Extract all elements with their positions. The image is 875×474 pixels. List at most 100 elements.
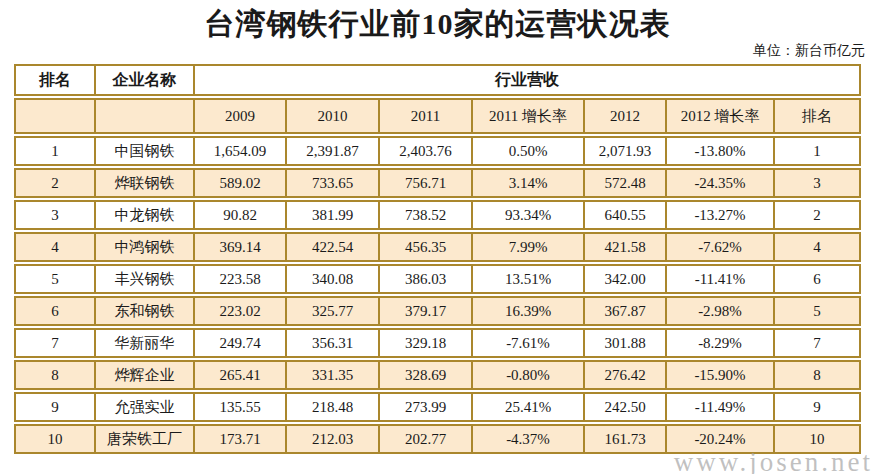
table-header-row-top: 排名 企业名称 行业营收 bbox=[14, 64, 861, 96]
cell-2012-growth: -13.27% bbox=[667, 200, 775, 230]
unit-label: 单位：新台币亿元 bbox=[0, 42, 875, 60]
cell-2012: 640.55 bbox=[585, 200, 667, 230]
cell-2011-growth: 0.50% bbox=[473, 136, 585, 166]
header-2011: 2011 bbox=[380, 98, 473, 134]
cell-2012-growth: -13.80% bbox=[667, 136, 775, 166]
cell-2011-growth: 3.14% bbox=[473, 168, 585, 198]
cell-2012: 421.58 bbox=[585, 232, 667, 262]
cell-2011: 738.52 bbox=[380, 200, 473, 230]
cell-rank-2012: 6 bbox=[775, 264, 861, 294]
cell-2010: 381.99 bbox=[287, 200, 380, 230]
table-row: 10 唐荣铁工厂 173.71 212.03 202.77 -4.37% 161… bbox=[14, 424, 861, 454]
cell-2011: 2,403.76 bbox=[380, 136, 473, 166]
header-rank-spacer bbox=[14, 98, 96, 134]
cell-2010: 325.77 bbox=[287, 296, 380, 326]
cell-2012: 301.88 bbox=[585, 328, 667, 358]
cell-2010: 356.31 bbox=[287, 328, 380, 358]
cell-2009: 135.55 bbox=[195, 392, 287, 422]
cell-company: 烨辉企业 bbox=[96, 360, 195, 390]
cell-2009: 1,654.09 bbox=[195, 136, 287, 166]
cell-2011-growth: 13.51% bbox=[473, 264, 585, 294]
cell-2012-growth: -11.49% bbox=[667, 392, 775, 422]
cell-2011: 456.35 bbox=[380, 232, 473, 262]
cell-2009: 265.41 bbox=[195, 360, 287, 390]
cell-2012-growth: -20.24% bbox=[667, 424, 775, 454]
cell-rank-2012: 7 bbox=[775, 328, 861, 358]
cell-rank: 1 bbox=[14, 136, 96, 166]
cell-rank-2012: 8 bbox=[775, 360, 861, 390]
cell-2012-growth: -15.90% bbox=[667, 360, 775, 390]
table-row: 7 华新丽华 249.74 356.31 329.18 -7.61% 301.8… bbox=[14, 328, 861, 358]
cell-2012: 161.73 bbox=[585, 424, 667, 454]
cell-rank-2012: 9 bbox=[775, 392, 861, 422]
header-rank: 排名 bbox=[14, 64, 96, 96]
cell-2010: 733.65 bbox=[287, 168, 380, 198]
cell-2012: 276.42 bbox=[585, 360, 667, 390]
cell-rank: 3 bbox=[14, 200, 96, 230]
cell-2009: 223.58 bbox=[195, 264, 287, 294]
cell-2009: 369.14 bbox=[195, 232, 287, 262]
cell-company: 允强实业 bbox=[96, 392, 195, 422]
cell-2011: 273.99 bbox=[380, 392, 473, 422]
table-row: 6 东和钢铁 223.02 325.77 379.17 16.39% 367.8… bbox=[14, 296, 861, 326]
cell-2012: 2,071.93 bbox=[585, 136, 667, 166]
cell-2011-growth: 7.99% bbox=[473, 232, 585, 262]
cell-2012: 242.50 bbox=[585, 392, 667, 422]
cell-rank-2012: 10 bbox=[775, 424, 861, 454]
cell-2012-growth: -7.62% bbox=[667, 232, 775, 262]
table-row: 2 烨联钢铁 589.02 733.65 756.71 3.14% 572.48… bbox=[14, 168, 861, 198]
cell-2012-growth: -24.35% bbox=[667, 168, 775, 198]
header-2012: 2012 bbox=[585, 98, 667, 134]
cell-rank-2012: 1 bbox=[775, 136, 861, 166]
cell-rank: 8 bbox=[14, 360, 96, 390]
cell-2012-growth: -2.98% bbox=[667, 296, 775, 326]
cell-rank: 4 bbox=[14, 232, 96, 262]
cell-2012-growth: -11.41% bbox=[667, 264, 775, 294]
table-row: 1 中国钢铁 1,654.09 2,391.87 2,403.76 0.50% … bbox=[14, 136, 861, 166]
cell-2012: 342.00 bbox=[585, 264, 667, 294]
table-row: 4 中鸿钢铁 369.14 422.54 456.35 7.99% 421.58… bbox=[14, 232, 861, 262]
cell-rank: 5 bbox=[14, 264, 96, 294]
cell-2011-growth: 25.41% bbox=[473, 392, 585, 422]
cell-company: 东和钢铁 bbox=[96, 296, 195, 326]
cell-2010: 422.54 bbox=[287, 232, 380, 262]
cell-2012: 367.87 bbox=[585, 296, 667, 326]
cell-company: 中国钢铁 bbox=[96, 136, 195, 166]
cell-2011-growth: 16.39% bbox=[473, 296, 585, 326]
header-company-spacer bbox=[96, 98, 195, 134]
cell-2011: 756.71 bbox=[380, 168, 473, 198]
cell-2011-growth: -4.37% bbox=[473, 424, 585, 454]
cell-2010: 340.08 bbox=[287, 264, 380, 294]
cell-company: 中龙钢铁 bbox=[96, 200, 195, 230]
cell-company: 中鸿钢铁 bbox=[96, 232, 195, 262]
cell-2012-growth: -8.29% bbox=[667, 328, 775, 358]
cell-2009: 223.02 bbox=[195, 296, 287, 326]
cell-company: 烨联钢铁 bbox=[96, 168, 195, 198]
cell-2011: 379.17 bbox=[380, 296, 473, 326]
header-rank-2012: 排名 bbox=[775, 98, 861, 134]
header-2011-growth: 2011 增长率 bbox=[473, 98, 585, 134]
cell-rank: 7 bbox=[14, 328, 96, 358]
cell-2010: 218.48 bbox=[287, 392, 380, 422]
cell-rank-2012: 2 bbox=[775, 200, 861, 230]
cell-2011: 202.77 bbox=[380, 424, 473, 454]
cell-2010: 2,391.87 bbox=[287, 136, 380, 166]
cell-rank: 10 bbox=[14, 424, 96, 454]
cell-2011-growth: 93.34% bbox=[473, 200, 585, 230]
cell-2009: 173.71 bbox=[195, 424, 287, 454]
cell-2009: 589.02 bbox=[195, 168, 287, 198]
cell-2011-growth: -7.61% bbox=[473, 328, 585, 358]
cell-2011: 386.03 bbox=[380, 264, 473, 294]
header-revenue-group: 行业营收 bbox=[195, 64, 861, 96]
cell-company: 唐荣铁工厂 bbox=[96, 424, 195, 454]
cell-2010: 212.03 bbox=[287, 424, 380, 454]
cell-2011-growth: -0.80% bbox=[473, 360, 585, 390]
cell-2009: 90.82 bbox=[195, 200, 287, 230]
cell-rank: 9 bbox=[14, 392, 96, 422]
cell-rank-2012: 5 bbox=[775, 296, 861, 326]
table-row: 3 中龙钢铁 90.82 381.99 738.52 93.34% 640.55… bbox=[14, 200, 861, 230]
cell-2012: 572.48 bbox=[585, 168, 667, 198]
table-row: 9 允强实业 135.55 218.48 273.99 25.41% 242.5… bbox=[14, 392, 861, 422]
cell-rank: 6 bbox=[14, 296, 96, 326]
cell-rank-2012: 4 bbox=[775, 232, 861, 262]
